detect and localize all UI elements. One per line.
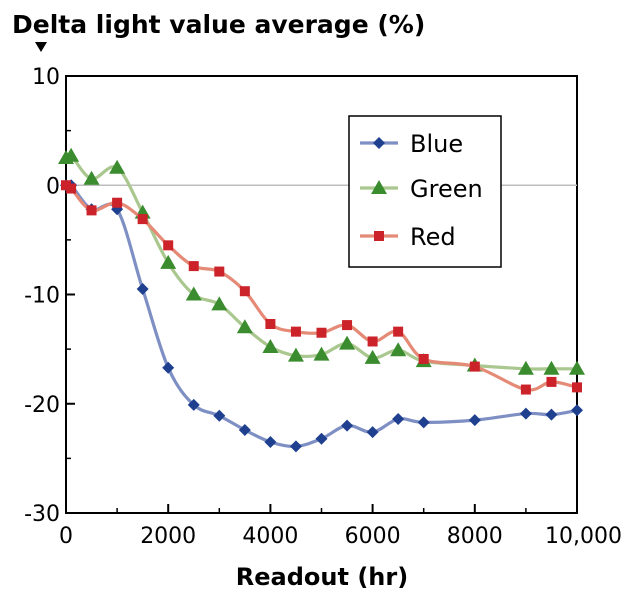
red-data-point xyxy=(137,214,148,225)
blue-data-point xyxy=(315,432,328,445)
red-data-point xyxy=(239,286,250,297)
legend-label-blue: Blue xyxy=(410,130,463,158)
red-data-point xyxy=(520,384,531,395)
legend-label-red: Red xyxy=(410,223,456,251)
y-tick-label: -20 xyxy=(24,393,60,418)
blue-data-point xyxy=(289,440,302,453)
red-data-point xyxy=(469,361,480,372)
green-data-point xyxy=(109,159,126,174)
red-data-point xyxy=(572,382,582,393)
blue-data-point xyxy=(162,361,175,374)
blue-data-point xyxy=(468,414,481,427)
red-data-point xyxy=(214,266,225,277)
green-data-point xyxy=(83,170,100,185)
legend-red-marker xyxy=(374,231,384,241)
blue-data-point xyxy=(341,419,354,432)
blue-data-point xyxy=(392,413,405,426)
green-data-point xyxy=(211,296,228,311)
red-data-point xyxy=(112,197,123,208)
green-data-point xyxy=(569,360,585,375)
x-tick-label: 0 xyxy=(59,524,73,549)
blue-data-point xyxy=(545,408,558,421)
series-layer xyxy=(58,147,585,453)
green-data-point xyxy=(262,338,279,353)
red-data-point xyxy=(86,205,97,216)
legend-entry-red: Red xyxy=(360,223,456,251)
blue-data-point xyxy=(187,398,200,411)
green-data-point xyxy=(287,347,304,362)
blue-data-point xyxy=(519,407,532,420)
y-tick-label: -10 xyxy=(24,284,60,309)
green-data-point xyxy=(543,360,560,375)
blue-data-point xyxy=(136,283,149,296)
green-data-point xyxy=(339,335,356,350)
green-data-point xyxy=(364,349,381,364)
legend-entry-blue: Blue xyxy=(360,130,463,158)
legend-green-marker xyxy=(371,180,387,194)
y-tick-label: 10 xyxy=(32,65,60,90)
green-data-point xyxy=(160,254,177,269)
red-data-point xyxy=(342,320,353,331)
y-axis: 10 0 -10 -20 -30 xyxy=(24,65,75,527)
chart-title: Delta light value average (%) xyxy=(12,10,425,39)
green-data-point xyxy=(390,342,407,357)
blue-data-point xyxy=(417,416,430,429)
x-axis: 0 2000 4000 6000 8000 10,000 xyxy=(59,504,622,549)
green-data-point xyxy=(517,360,534,375)
green-data-point xyxy=(236,319,253,334)
red-data-point xyxy=(188,261,199,272)
blue-series-line xyxy=(64,181,578,449)
x-axis-label: Readout (hr) xyxy=(236,563,408,591)
y-tick-label: 0 xyxy=(46,174,60,199)
legend-label-green: Green xyxy=(410,175,483,203)
red-data-point xyxy=(66,183,77,194)
legend-blue-marker xyxy=(373,137,385,149)
x-tick-label: 10,000 xyxy=(545,524,622,549)
green-data-point xyxy=(313,346,330,361)
blue-data-point xyxy=(571,404,583,417)
blue-data-point xyxy=(238,423,251,436)
red-data-point xyxy=(546,376,557,387)
legend: Blue Green Red xyxy=(348,115,502,268)
red-data-point xyxy=(265,318,276,329)
blue-data-point xyxy=(366,426,379,439)
series-red xyxy=(61,180,582,395)
y-axis-arrow-marker xyxy=(35,42,47,52)
red-data-point xyxy=(367,336,378,347)
x-tick-label: 6000 xyxy=(345,524,401,549)
red-data-point xyxy=(418,353,429,364)
x-tick-label: 4000 xyxy=(242,524,298,549)
series-green xyxy=(58,147,585,375)
blue-data-point xyxy=(213,409,226,422)
legend-entry-green: Green xyxy=(360,175,483,203)
red-data-point xyxy=(393,326,404,337)
green-data-point xyxy=(185,286,202,301)
red-data-point xyxy=(290,326,301,337)
x-tick-label: 2000 xyxy=(140,524,196,549)
x-tick-label: 8000 xyxy=(447,524,503,549)
y-tick-label: -30 xyxy=(24,502,60,527)
green-data-point xyxy=(63,147,80,162)
red-data-point xyxy=(61,180,71,191)
red-data-point xyxy=(316,327,327,338)
red-data-point xyxy=(163,240,174,251)
blue-data-point xyxy=(264,435,277,448)
